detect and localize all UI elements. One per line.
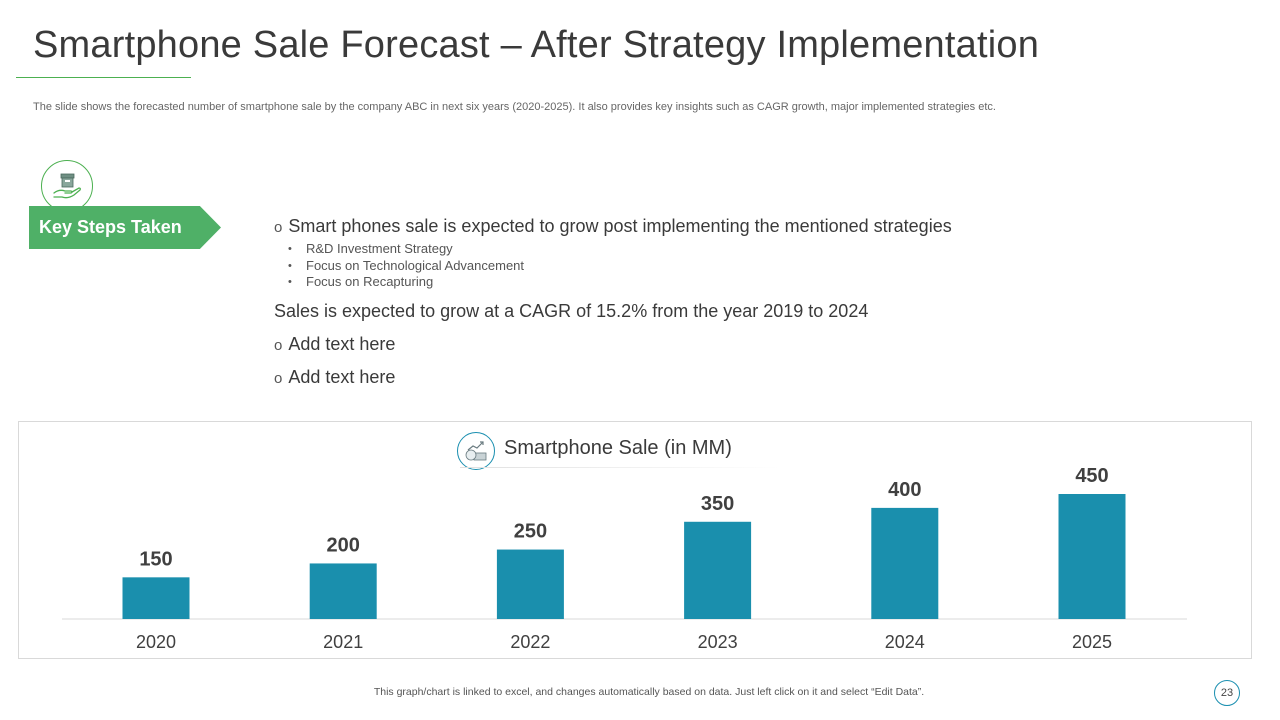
- add-text-point-2: o Add text here: [274, 367, 395, 388]
- main-point-text: Smart phones sale is expected to grow po…: [288, 216, 952, 236]
- circle-bullet: o: [274, 370, 283, 387]
- slide-description: The slide shows the forecasted number of…: [33, 101, 996, 113]
- cagr-statement: Sales is expected to grow at a CAGR of 1…: [274, 301, 869, 321]
- chart-container: [18, 421, 1252, 659]
- add-text-2: Add text here: [288, 367, 396, 387]
- strategy-item: Focus on Technological Advancement: [288, 258, 1034, 275]
- footer-note-text: This graph/chart is linked to excel, and…: [373, 686, 925, 698]
- strategy-item: R&D Investment Strategy: [288, 241, 1034, 258]
- slide-title: Smartphone Sale Forecast – After Strateg…: [33, 24, 1040, 66]
- title-underline: [16, 77, 191, 78]
- add-text-point-1: o Add text here: [274, 334, 395, 355]
- add-text-1: Add text here: [288, 334, 396, 354]
- chart-title: Smartphone Sale (in MM): [504, 437, 732, 459]
- circle-bullet: o: [274, 337, 283, 354]
- strategy-list: R&D Investment Strategy Focus on Technol…: [274, 241, 1034, 291]
- page-number: 23: [1214, 680, 1240, 706]
- strategy-item: Focus on Recapturing: [288, 274, 1034, 291]
- key-steps-banner: Key Steps Taken: [29, 206, 221, 249]
- main-point: o Smart phones sale is expected to grow p…: [274, 216, 1034, 237]
- growth-chart-icon: [457, 432, 495, 470]
- chart-title-underline: [460, 467, 780, 468]
- circle-bullet: o: [274, 219, 283, 236]
- key-points: o Smart phones sale is expected to grow p…: [274, 216, 1034, 291]
- box-in-hand-icon: [41, 160, 93, 212]
- footer-note: This graph/chart is linked to excel, and…: [0, 686, 1280, 698]
